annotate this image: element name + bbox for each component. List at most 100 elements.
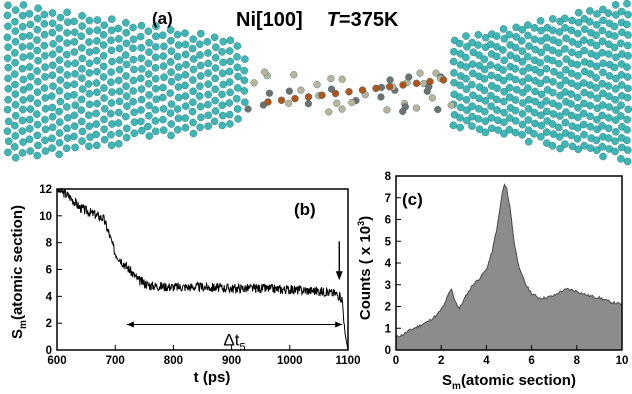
atom: [605, 72, 614, 80]
atom: [624, 52, 632, 60]
atom: [297, 86, 305, 94]
atom: [612, 74, 620, 83]
atom: [232, 94, 241, 103]
interval-label-main: Δt: [223, 331, 239, 350]
atom: [612, 128, 620, 136]
atom: [537, 121, 546, 130]
atom: [137, 85, 146, 93]
atom: [240, 87, 249, 95]
atom: [123, 102, 131, 111]
atom: [524, 52, 532, 61]
atom: [586, 18, 594, 26]
x-tick-label: 0: [393, 355, 399, 367]
atom: [556, 71, 564, 79]
y-tick-label: 6: [385, 215, 391, 227]
atom: [174, 63, 183, 71]
atom: [624, 31, 632, 39]
panel-c-histogram-area: [396, 184, 622, 350]
atom: [4, 43, 12, 51]
atom: [463, 43, 471, 51]
atom: [122, 39, 131, 48]
atom: [196, 61, 205, 70]
atom: [474, 115, 483, 123]
atom: [129, 44, 137, 53]
atom: [210, 33, 219, 42]
atom: [18, 22, 27, 31]
atom: [555, 59, 563, 68]
panel-b-ylabel-sub: m: [18, 320, 29, 329]
atom: [204, 69, 212, 77]
atom: [4, 1, 12, 10]
panel-b-ticks: 600 700 800 900 1000 1100 0 2 4 6 8 10 12: [39, 184, 360, 367]
panel-c-xlabel-sub: m: [452, 381, 461, 392]
atom: [159, 62, 168, 70]
atom-cluster: [3, 0, 632, 166]
atom: [181, 71, 190, 79]
atom: [432, 69, 440, 77]
atom: [218, 48, 226, 56]
atom: [562, 55, 571, 63]
atom: [499, 46, 507, 54]
atom: [463, 106, 471, 115]
atom: [145, 48, 153, 56]
atom: [11, 6, 20, 14]
atom: [196, 72, 205, 80]
atom: [500, 87, 508, 96]
atom: [518, 25, 527, 34]
atom: [196, 51, 204, 59]
atom: [481, 97, 490, 105]
atom: [573, 82, 582, 90]
atom: [100, 84, 108, 92]
atom: [555, 28, 564, 36]
atom: [181, 123, 190, 132]
atom: [304, 93, 313, 101]
atom: [11, 17, 19, 26]
atom: [18, 64, 27, 73]
atom: [548, 15, 557, 23]
atom: [574, 145, 583, 154]
atom: [121, 51, 130, 59]
atom: [78, 65, 86, 73]
atom: [11, 58, 19, 67]
atom: [225, 110, 234, 119]
atom: [244, 105, 252, 113]
atom: [211, 53, 220, 62]
atom: [492, 32, 501, 40]
atom: [405, 73, 413, 81]
atom: [204, 59, 213, 68]
y-tick-label: 10: [39, 211, 52, 223]
atom: [550, 67, 558, 76]
atom: [152, 22, 160, 31]
atom: [85, 89, 94, 98]
atom: [48, 144, 56, 152]
atom: [167, 47, 176, 55]
atom: [173, 52, 182, 61]
atom: [261, 68, 269, 76]
atom: [536, 59, 544, 67]
atom: [151, 117, 160, 125]
x-tick-label: 6: [528, 355, 534, 367]
atom: [144, 70, 153, 78]
atom: [48, 28, 57, 37]
atom: [598, 111, 606, 120]
atom: [240, 76, 249, 85]
atom: [115, 56, 124, 64]
atom: [11, 132, 20, 140]
atom: [174, 93, 183, 102]
atom: [599, 152, 607, 161]
atom: [480, 86, 489, 95]
atom: [71, 70, 79, 78]
atom: [197, 113, 205, 122]
atom: [623, 93, 632, 102]
atom: [475, 61, 484, 70]
atom: [574, 113, 582, 122]
atom: [562, 108, 570, 116]
atom: [93, 26, 102, 35]
atom: [167, 131, 175, 140]
atom: [55, 150, 63, 159]
atom: [167, 77, 176, 86]
atom: [55, 139, 64, 147]
atom: [40, 30, 49, 39]
atom: [561, 24, 569, 32]
atom: [55, 34, 64, 43]
